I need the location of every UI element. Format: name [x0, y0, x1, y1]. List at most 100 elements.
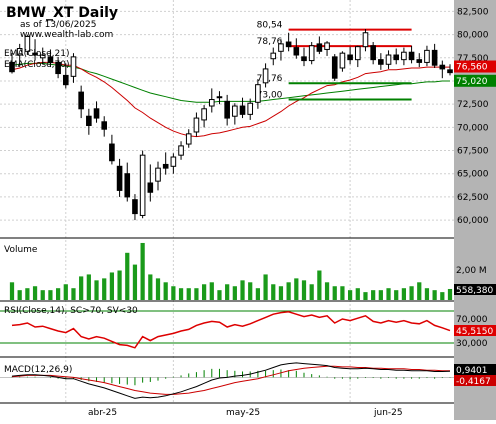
- rsi-axis-tick-30: 30,000: [456, 339, 488, 349]
- as-of-date: as of 13/06/2025: [20, 20, 96, 30]
- volume-bar: [209, 282, 214, 300]
- volume-pane-title: Volume: [4, 245, 38, 255]
- candle-up: [262, 68, 269, 84]
- volume-bar: [32, 286, 38, 300]
- candle-up: [208, 99, 215, 107]
- volume-bar: [178, 288, 184, 300]
- chart-title: BMW_XT Daily: [6, 5, 118, 21]
- volume-bar: [294, 278, 299, 300]
- volume-bar: [217, 290, 222, 300]
- candle-up: [339, 52, 346, 69]
- volume-bar: [286, 282, 291, 300]
- volume-bar: [201, 284, 207, 300]
- candle-up: [385, 54, 392, 65]
- volume-bar: [363, 292, 368, 300]
- rsi-pane-title: RSI(Close,14), SC>70, SV<30: [4, 306, 138, 316]
- candle-down: [316, 43, 323, 52]
- candle-up: [278, 43, 284, 52]
- price-axis-tick: 70,000: [457, 123, 489, 133]
- volume-bar: [248, 282, 253, 300]
- candle-down: [285, 41, 292, 48]
- ema21-line: [11, 61, 450, 138]
- candle-down: [55, 61, 61, 75]
- volume-pane: [9, 242, 453, 300]
- volume-bar: [140, 242, 145, 300]
- candle-up: [170, 156, 177, 167]
- candle-up: [16, 48, 23, 56]
- volume-bar: [55, 288, 61, 300]
- volume-bar: [17, 290, 22, 300]
- volume-bar: [271, 284, 276, 300]
- candle-down: [47, 56, 54, 63]
- volume-bar: [155, 278, 161, 300]
- candle-down: [439, 64, 446, 70]
- volume-last-value: 558,380: [456, 286, 493, 296]
- candle-down: [109, 143, 115, 162]
- candle-up: [270, 52, 277, 60]
- candle-down: [408, 51, 415, 61]
- resistance-label: 78,76: [257, 37, 283, 47]
- candle-up: [401, 51, 407, 61]
- volume-bar: [394, 290, 399, 300]
- candle-down: [347, 54, 353, 61]
- candle-down: [393, 54, 400, 61]
- volume-bar: [117, 270, 122, 300]
- price-axis-tick: 80,000: [457, 31, 489, 41]
- volume-bar: [102, 278, 107, 300]
- candle-down: [293, 47, 300, 56]
- volume-bar: [94, 280, 99, 300]
- volume-bar: [317, 270, 322, 300]
- volume-bar: [186, 288, 191, 300]
- volume-bar: [48, 290, 53, 300]
- candle-down: [147, 182, 154, 193]
- price-axis-tick: 77,500: [457, 54, 489, 64]
- volume-bar: [332, 286, 337, 300]
- signal-last-badge: [454, 375, 496, 386]
- volume-bar: [132, 264, 138, 300]
- grid-layer: [0, 0, 454, 404]
- volume-bar: [25, 288, 30, 300]
- volume-bar: [432, 290, 437, 300]
- candle-up: [362, 32, 369, 48]
- volume-bar: [324, 282, 330, 300]
- candle-down: [124, 173, 131, 198]
- volume-bar: [232, 286, 237, 300]
- macd-last-badge: [454, 364, 496, 375]
- price-last-badge: [454, 74, 496, 87]
- volume-bar: [401, 288, 407, 300]
- candle-up: [185, 133, 192, 145]
- volume-bar: [263, 274, 268, 300]
- macd-line: [11, 362, 451, 399]
- candle-down: [32, 52, 38, 56]
- candle-up: [216, 96, 223, 99]
- price-axis-tick: 67,500: [457, 147, 489, 157]
- volume-bar: [255, 288, 261, 300]
- volume-bar: [386, 288, 391, 300]
- volume-bar: [371, 290, 376, 300]
- volume-bar: [9, 282, 15, 300]
- support-label: 74,76: [257, 74, 283, 84]
- volume-bar: [109, 272, 115, 300]
- volume-bar: [125, 252, 130, 300]
- candle-down: [162, 163, 169, 169]
- candle-down: [86, 115, 92, 126]
- volume-bar: [440, 292, 445, 300]
- candle-up: [424, 49, 430, 63]
- macd-signal-line: [11, 365, 450, 395]
- volume-bar: [163, 282, 168, 300]
- candle-up: [247, 102, 254, 115]
- ema70-legend: EMA(Close,70): [4, 60, 69, 70]
- volume-bar: [225, 284, 230, 300]
- macd-last-value: 0,9401: [456, 366, 488, 376]
- price-last-value: 75,020: [456, 77, 488, 87]
- volume-bar: [417, 282, 422, 300]
- volume-bar: [309, 284, 314, 300]
- candle-down: [224, 100, 230, 119]
- candle-up: [354, 46, 361, 61]
- rsi-last-badge: [454, 325, 496, 336]
- volume-bar: [301, 280, 307, 300]
- x-label-may: may-25: [226, 408, 260, 418]
- volume-bar: [409, 286, 414, 300]
- rsi-axis-tick-70: 70,000: [456, 315, 488, 325]
